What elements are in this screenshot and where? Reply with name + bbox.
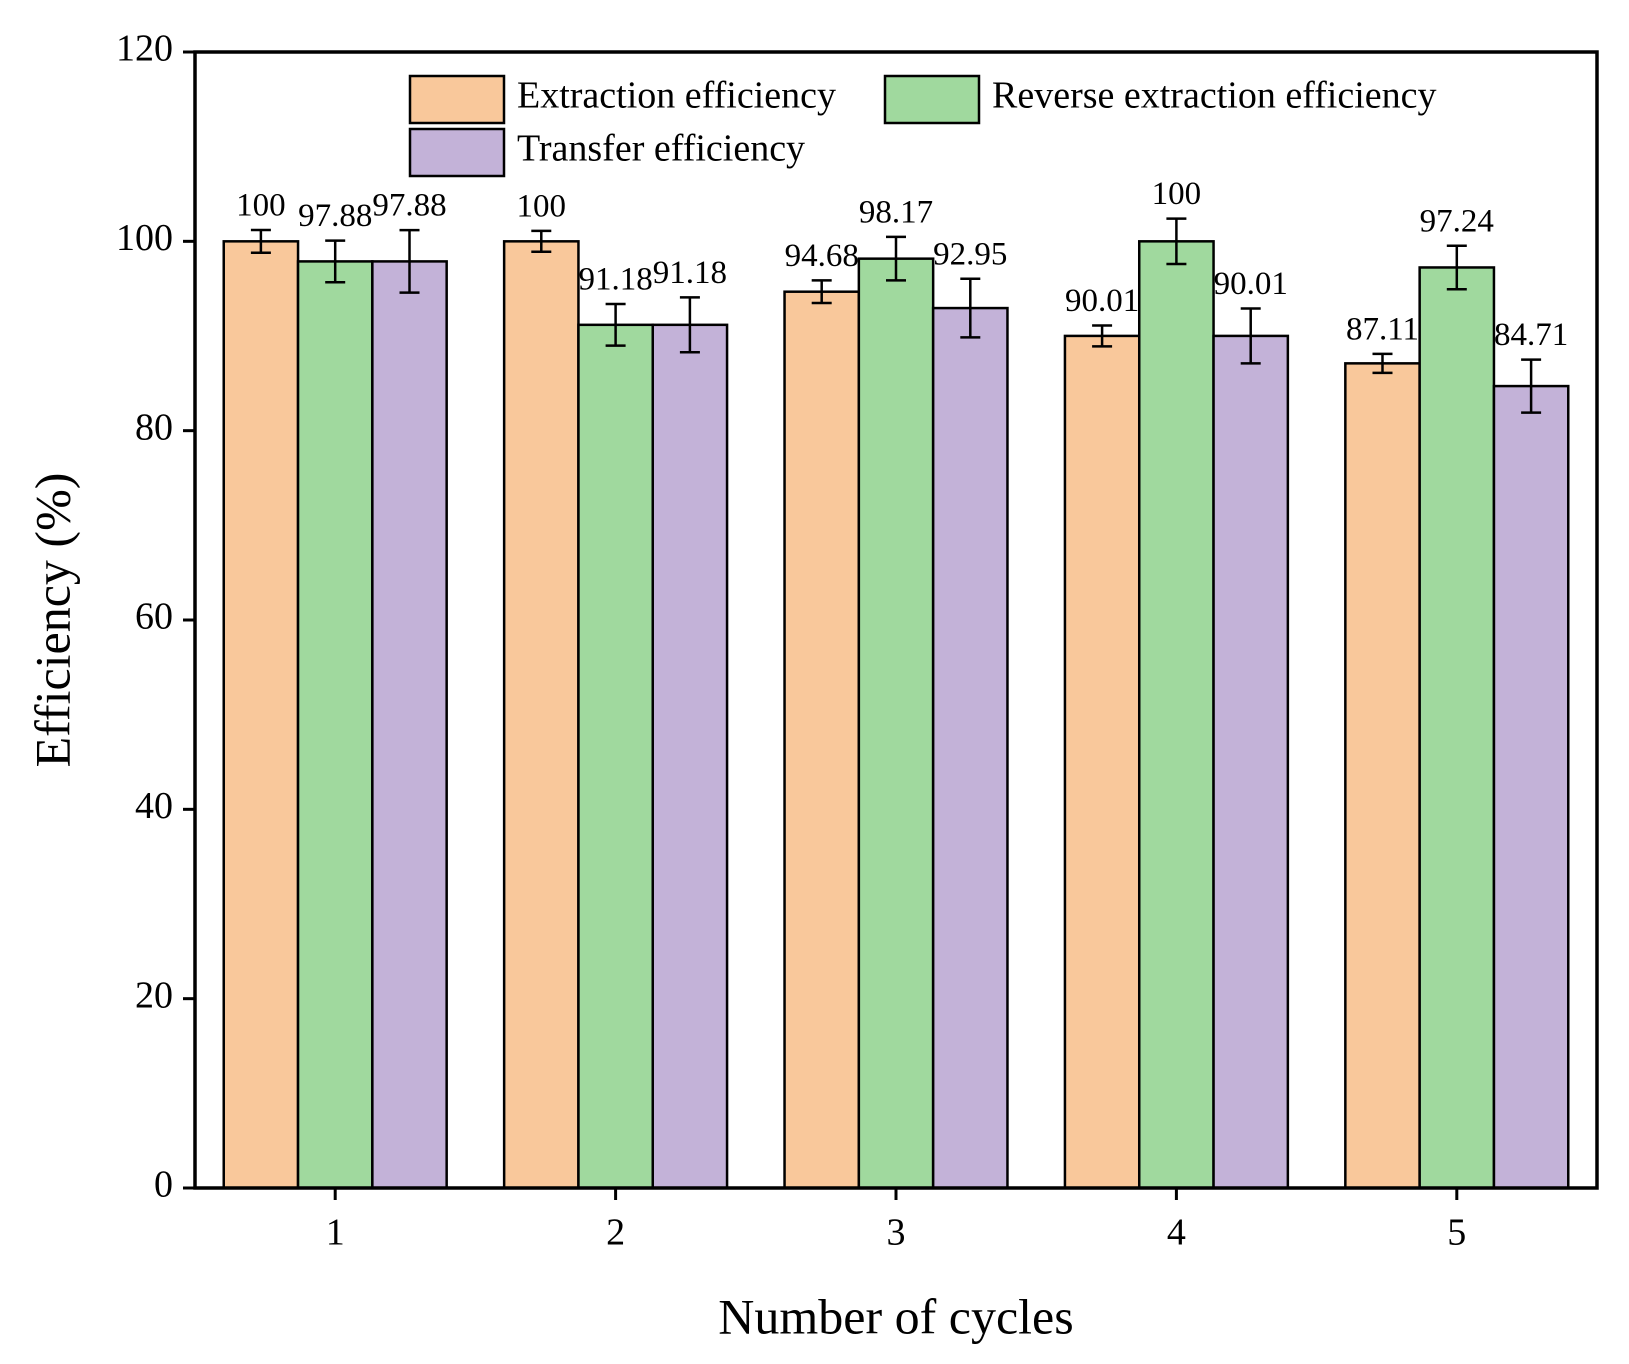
data-label: 97.88 [298,198,372,234]
bar [857,257,935,1190]
error-bar [679,296,700,354]
data-label: 100 [236,188,286,224]
bar [371,260,448,1190]
error-bar [1240,307,1261,365]
data-label: 94.68 [785,238,859,274]
y-tick-label: 40 [135,785,173,827]
bar [1418,266,1496,1190]
x-tick-label: 4 [1167,1212,1186,1254]
plot-frame [193,50,1599,1190]
x-axis-title: Number of cycles [718,1288,1073,1344]
bar [222,240,300,1190]
data-label: 100 [1152,176,1202,212]
data-label: 98.17 [859,194,933,230]
y-tick-label: 0 [154,1164,173,1206]
data-label: 97.24 [1420,203,1494,239]
error-bar [1372,352,1393,375]
data-label: 92.95 [933,236,1007,272]
data-label: 100 [517,188,567,224]
x-tick-label: 5 [1447,1212,1466,1254]
bar [1137,240,1215,1190]
bar [502,240,580,1190]
bar [931,306,1009,1190]
error-bar [605,302,626,347]
legend-swatch [408,74,506,125]
bar [577,323,655,1190]
error-bar [1166,217,1187,266]
legend-label: Reverse extraction efficiency [992,75,1437,117]
legend-swatch [883,74,981,125]
x-tick-label: 3 [887,1212,906,1254]
error-bar [250,228,271,254]
data-label: 84.71 [1494,317,1568,353]
data-label: 90.01 [1065,283,1139,319]
legend-label: Extraction efficiency [517,75,836,117]
legend-label: Transfer efficiency [517,128,805,170]
bar [1344,362,1421,1190]
y-tick-label: 80 [135,406,173,448]
bar [1212,334,1290,1190]
y-axis-title: Efficiency (%) [24,473,80,768]
error-bar [811,279,832,305]
bar [1063,334,1141,1190]
error-bar [531,229,552,253]
bar [296,260,374,1190]
y-tick-label: 60 [135,596,173,638]
y-tick-label: 100 [116,217,173,259]
error-bar [960,277,981,339]
data-label: 91.18 [653,255,727,291]
y-tick-label: 20 [135,974,173,1016]
y-tick-label: 120 [116,28,173,70]
error-bar [1446,244,1467,291]
data-label: 87.11 [1346,311,1419,347]
x-tick-label: 2 [606,1212,625,1254]
data-label: 91.18 [578,262,652,298]
error-bar [886,235,906,282]
bar [1492,384,1570,1190]
legend-swatch [408,127,506,178]
error-bar [1092,324,1113,348]
error-bar [1521,358,1542,414]
x-tick-label: 1 [326,1212,345,1254]
data-label: 90.01 [1214,266,1288,302]
bar [783,290,861,1190]
error-bar [325,239,346,284]
data-label: 97.88 [372,188,446,224]
bar [651,323,729,1190]
error-bar [399,228,420,294]
